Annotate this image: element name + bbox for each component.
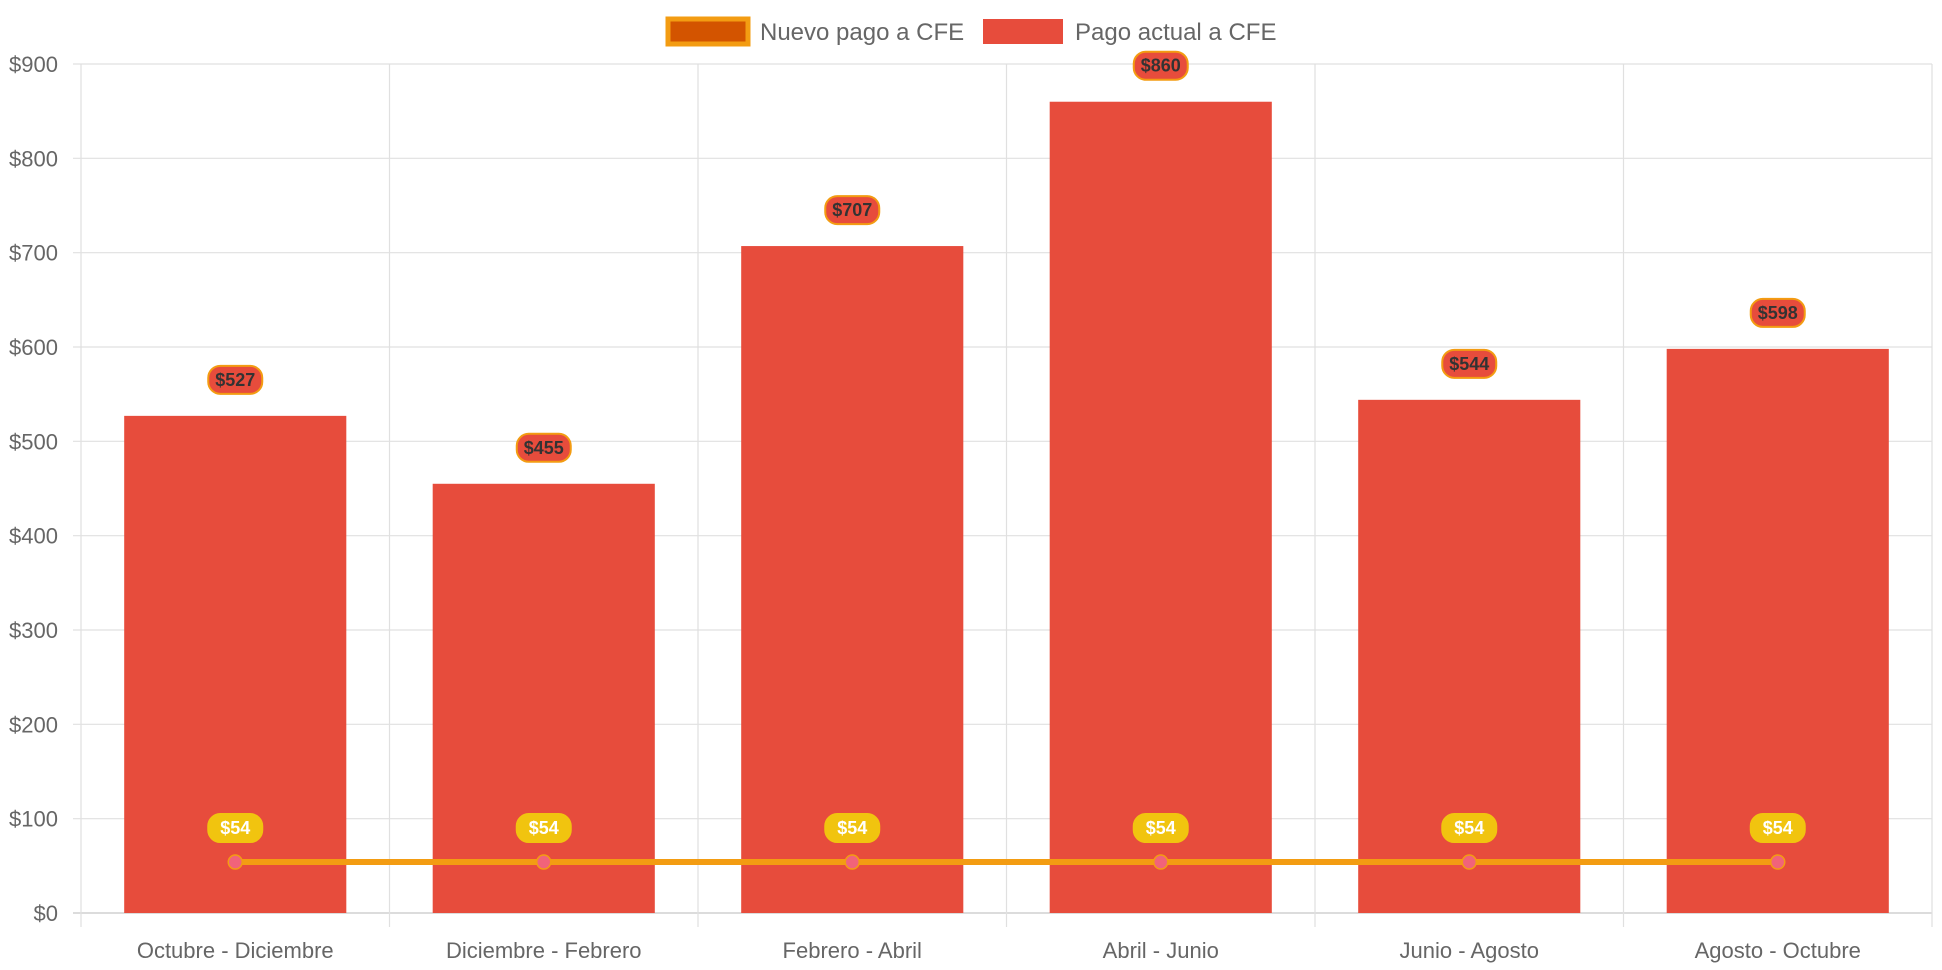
line-point[interactable] [1770,854,1786,870]
data-labels: $527 $455 $707 $860 $544 $598 $54 $54 $54 $54 $54 $… [207,50,1806,844]
line-value-label-group: $54 [824,813,881,844]
axes: $0 $100 $200 $300 $400 $500 $600 $700 $800 $900 Oc… [9,52,1861,963]
line-value-label-group: $54 [1749,813,1806,844]
bar-value-label-bg [515,432,572,463]
line-value-label: $54 [1763,818,1793,838]
y-tick-label: $600 [9,335,58,360]
line-value-label-group: $54 [1441,813,1498,844]
line-value-label-group: $54 [1132,813,1189,844]
line-point[interactable] [536,854,552,870]
line-value-label: $54 [1146,818,1176,838]
line-point[interactable] [1461,854,1477,870]
bar[interactable] [432,483,655,913]
line-series [227,854,1786,870]
bar-value-label-group: $544 [1441,348,1498,379]
grid-lines [73,63,1933,927]
line-point[interactable] [1153,854,1169,870]
line-value-label-bg [515,813,572,844]
line-point[interactable] [844,854,860,870]
bar-value-label: $455 [524,438,564,458]
x-tick-label: Junio - Agosto [1400,938,1539,963]
legend-swatch [665,16,751,47]
legend: Nuevo pago a CFE Pago actual a CFE [665,16,1276,47]
bar-value-label: $707 [832,200,872,220]
x-tick-label: Octubre - Diciembre [137,938,334,963]
y-tick-label: $100 [9,807,58,832]
line-value-label: $54 [1454,818,1484,838]
line-value-label-bg [824,813,881,844]
y-tick-label: $200 [9,712,58,737]
line-value-label-bg [1441,813,1498,844]
legend-item-nuevo[interactable]: Nuevo pago a CFE [665,16,964,47]
bar-value-label: $598 [1758,303,1798,323]
bar-series [124,101,1889,913]
bar-value-label: $860 [1141,56,1181,76]
line-value-label-bg [1749,813,1806,844]
y-tick-label: $500 [9,429,58,454]
line-value-label-group: $54 [515,813,572,844]
line-value-label-bg [207,813,264,844]
x-tick-label: Diciembre - Febrero [446,938,642,963]
bar-value-label: $544 [1449,354,1489,374]
bar-value-label-bg [1132,50,1189,81]
bar[interactable] [741,246,964,913]
legend-item-actual[interactable]: Pago actual a CFE [983,19,1276,46]
y-tick-label: $0 [34,901,58,926]
bar-value-label: $527 [215,370,255,390]
line-value-label-group: $54 [207,813,264,844]
y-tick-label: $900 [9,52,58,77]
x-tick-label: Agosto - Octubre [1695,938,1861,963]
y-tick-label: $400 [9,524,58,549]
line-value-label: $54 [529,818,559,838]
bar-value-label-bg [1749,297,1806,328]
bar-value-label-bg [1441,348,1498,379]
x-tick-label: Abril - Junio [1103,938,1219,963]
y-tick-label: $300 [9,618,58,643]
y-tick-label: $700 [9,241,58,266]
x-tick-label: Febrero - Abril [783,938,922,963]
bar-value-label-group: $598 [1749,297,1806,328]
bar-value-label-bg [824,195,881,226]
y-tick-label: $800 [9,146,58,171]
bar-value-label-group: $860 [1132,50,1189,81]
bar-value-label-group: $527 [207,364,264,395]
line-point[interactable] [227,854,243,870]
legend-label: Pago actual a CFE [1075,19,1276,46]
line-value-label-bg [1132,813,1189,844]
legend-label: Nuevo pago a CFE [760,19,964,46]
bar-value-label-bg [207,364,264,395]
line-value-label: $54 [837,818,867,838]
bar-value-label-group: $707 [824,195,881,226]
legend-swatch [983,19,1063,44]
bar-value-label-group: $455 [515,432,572,463]
line-value-label: $54 [220,818,250,838]
bar[interactable] [1049,101,1272,913]
